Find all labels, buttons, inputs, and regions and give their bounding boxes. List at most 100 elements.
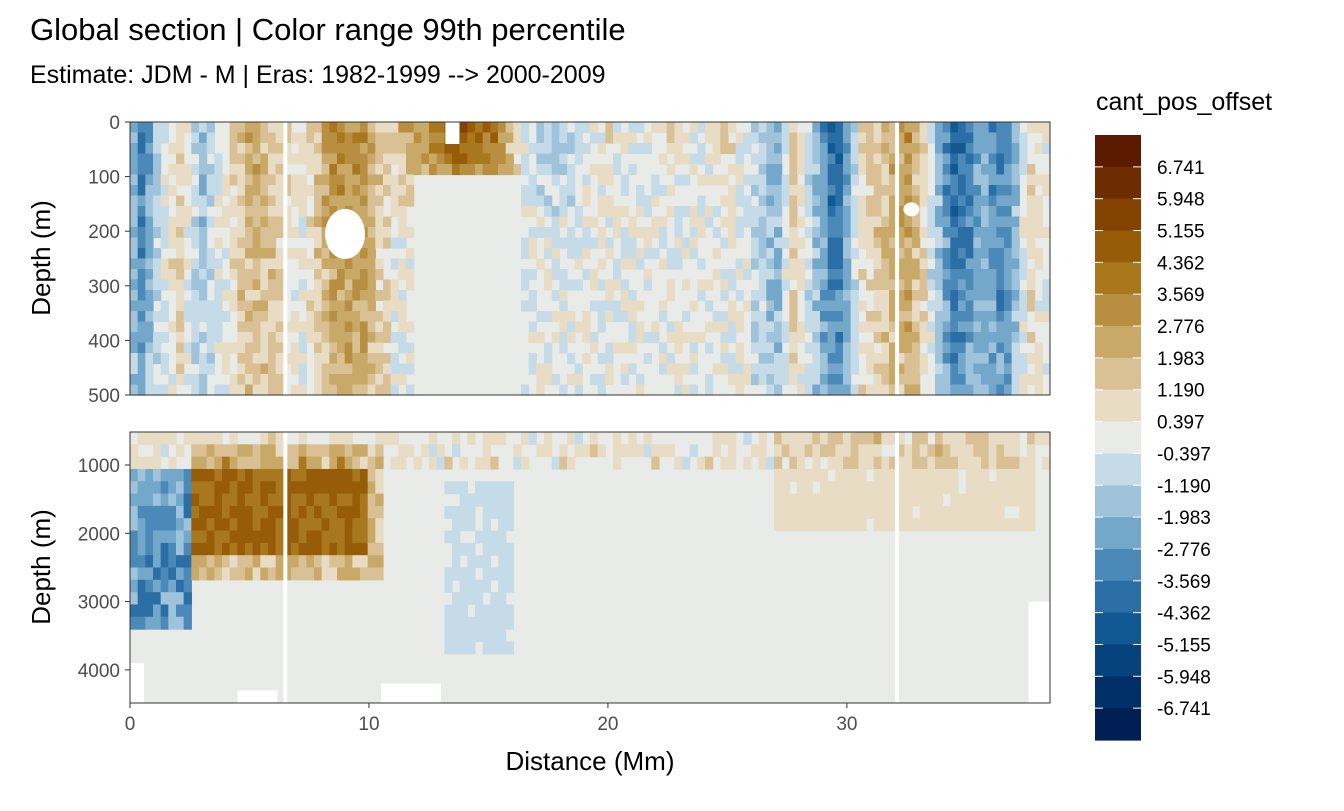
heat-cell <box>981 481 990 495</box>
heat-cell <box>827 342 836 354</box>
heat-cell <box>544 153 553 165</box>
heat-cell <box>536 185 545 197</box>
heat-cell <box>237 164 246 176</box>
heat-cell <box>398 143 407 155</box>
heat-cell <box>789 374 798 386</box>
heat-cell <box>774 290 783 302</box>
heat-cell <box>153 143 162 155</box>
heat-cell <box>1004 290 1013 302</box>
heat-cell <box>774 143 783 155</box>
heat-cell <box>344 143 353 155</box>
heat-cell <box>544 164 553 176</box>
heat-cell <box>168 456 177 470</box>
heat-cell <box>344 195 353 207</box>
heat-cell <box>360 300 369 312</box>
heat-cell <box>298 153 307 165</box>
heat-cell <box>896 279 905 291</box>
heat-cell <box>329 321 338 333</box>
heat-cell <box>620 258 629 270</box>
heat-cell <box>130 555 139 569</box>
heat-cell <box>329 505 338 519</box>
heat-cell <box>950 432 959 445</box>
heat-cell <box>291 363 300 375</box>
heat-cell <box>996 342 1005 354</box>
heat-cell <box>881 153 890 165</box>
heat-cell <box>168 216 177 228</box>
heat-cell <box>965 493 974 507</box>
heat-cell <box>620 444 629 458</box>
legend-title: cant_pos_offset <box>1096 88 1272 116</box>
heat-cell <box>536 143 545 155</box>
heat-cell <box>145 616 154 630</box>
heat-cell <box>252 216 261 228</box>
heat-cell <box>191 567 200 581</box>
heat-cell <box>314 174 323 186</box>
heat-cell <box>896 456 905 470</box>
heat-cell <box>950 481 959 495</box>
heat-cell <box>452 567 461 581</box>
heat-cell <box>337 332 346 344</box>
heat-cell <box>820 248 829 260</box>
heat-cell <box>344 153 353 165</box>
heat-cell <box>781 468 790 482</box>
heat-cell <box>176 616 185 630</box>
heat-cell <box>268 555 277 569</box>
heat-cell <box>452 555 461 569</box>
heat-cell <box>252 185 261 197</box>
heat-cell <box>291 505 300 519</box>
heat-cell <box>873 206 882 218</box>
heat-cell <box>774 206 783 218</box>
heat-cell <box>475 592 484 606</box>
heat-cell <box>183 164 192 176</box>
heat-cell <box>206 321 215 333</box>
heat-cell <box>651 185 660 197</box>
heat-cell <box>206 174 215 186</box>
heat-cell <box>781 321 790 333</box>
heat-cell <box>344 384 353 396</box>
heat-cell <box>751 248 760 260</box>
heat-cell <box>413 164 422 176</box>
heat-cell <box>912 258 921 270</box>
heat-cell <box>812 290 821 302</box>
heat-cell <box>245 332 254 344</box>
heat-cell <box>306 153 315 165</box>
heat-cell <box>735 363 744 375</box>
heat-cell <box>367 237 376 249</box>
heat-cell <box>199 363 208 375</box>
heat-cell <box>942 311 951 323</box>
heat-cell <box>260 122 269 134</box>
heat-cell <box>237 363 246 375</box>
heat-cell <box>682 153 691 165</box>
heat-cell <box>789 206 798 218</box>
heat-cell <box>789 237 798 249</box>
heat-cell <box>942 195 951 207</box>
heat-cell <box>582 353 591 365</box>
heat-cell <box>697 153 706 165</box>
heat-cell <box>843 363 852 375</box>
heat-cell <box>935 332 944 344</box>
heat-cell <box>298 206 307 218</box>
heat-cell <box>965 300 974 312</box>
heat-cell <box>1011 206 1020 218</box>
heat-cell <box>444 530 453 544</box>
heat-cell <box>482 122 491 134</box>
heat-cell <box>206 518 215 532</box>
heat-cell <box>1011 493 1020 507</box>
heat-cell <box>1019 456 1028 470</box>
heat-cell <box>866 432 875 445</box>
heat-cell <box>321 237 330 249</box>
heat-cell <box>544 311 553 323</box>
heat-cell <box>927 518 936 532</box>
heat-cell <box>329 555 338 569</box>
heat-cell <box>1019 311 1028 323</box>
heat-cell <box>306 122 315 134</box>
heat-cell <box>298 174 307 186</box>
heat-cell <box>797 216 806 228</box>
heat-cell <box>827 481 836 495</box>
heat-cell <box>337 542 346 556</box>
heat-cell <box>881 216 890 228</box>
heat-cell <box>889 258 898 270</box>
heat-cell <box>260 195 269 207</box>
heat-cell <box>490 143 499 155</box>
heat-cell <box>206 505 215 519</box>
